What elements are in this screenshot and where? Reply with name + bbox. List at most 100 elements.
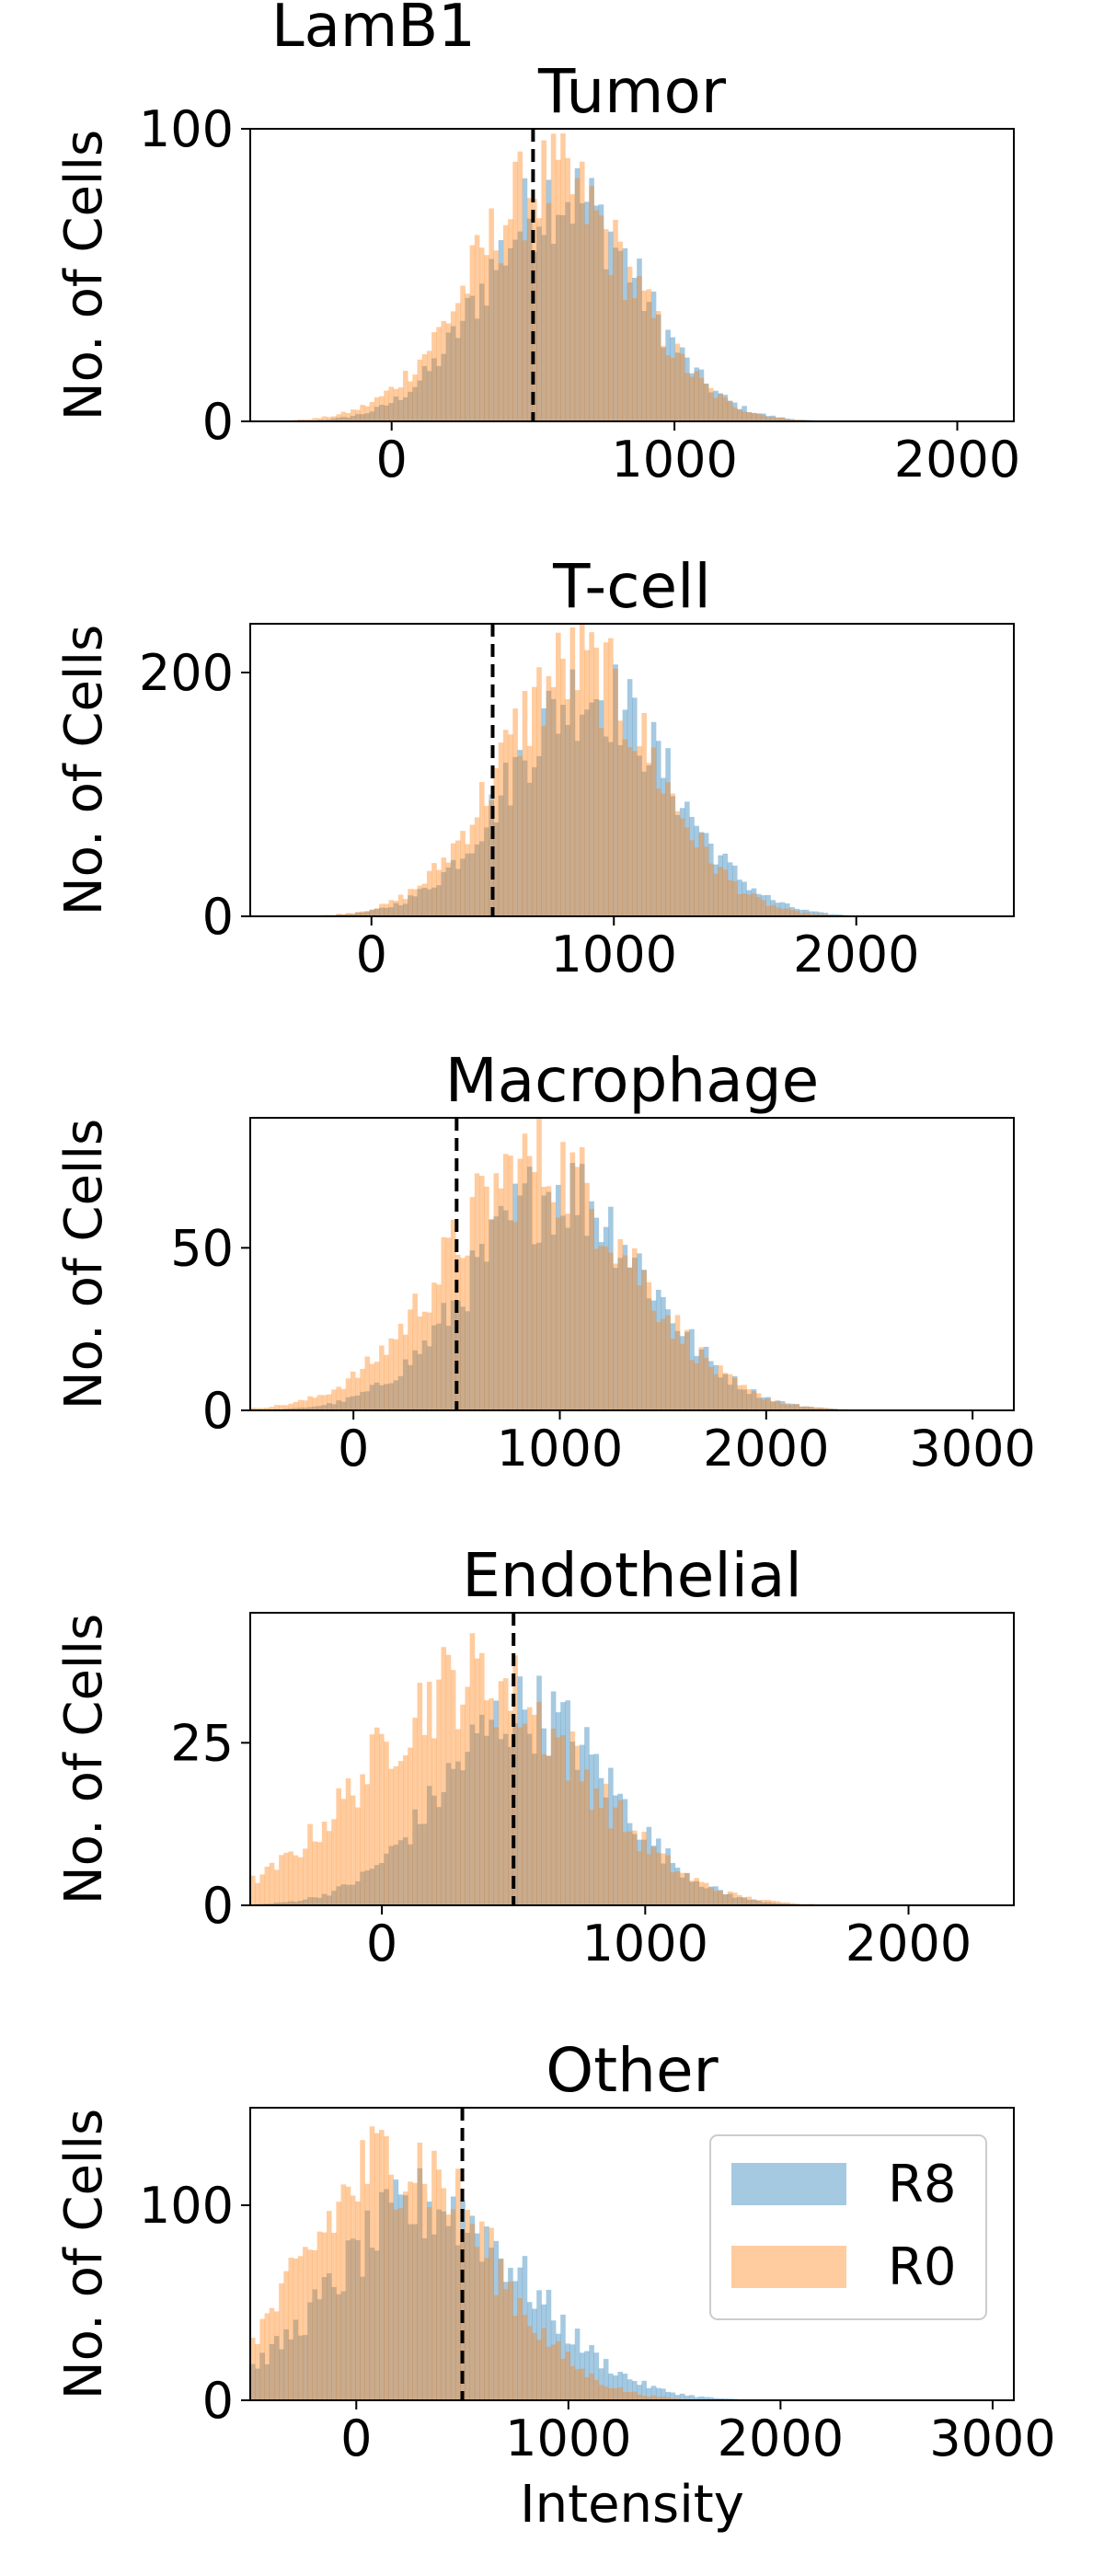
bar [650, 721, 657, 916]
bar [698, 1349, 705, 1410]
bar [655, 1838, 661, 1905]
bar [388, 2174, 395, 2400]
bar [770, 904, 776, 916]
bar [297, 1901, 304, 1905]
bar [574, 2329, 581, 2400]
bar [355, 1377, 361, 1410]
x-tick-label: 1000 [582, 1915, 708, 1972]
bar [718, 1377, 723, 1410]
bar [593, 210, 600, 421]
bar [431, 2234, 437, 2400]
bar [627, 2392, 633, 2400]
bar [350, 1795, 356, 1905]
bar [761, 413, 766, 421]
bar [455, 2245, 461, 2400]
bar [785, 908, 790, 916]
bar [708, 863, 714, 916]
bar [421, 354, 428, 421]
bar [751, 1389, 757, 1410]
bar [584, 1236, 590, 1410]
bar [426, 371, 432, 421]
bar [779, 417, 786, 421]
bar [713, 1364, 719, 1410]
bar [632, 1258, 638, 1410]
bar [327, 1895, 332, 1905]
bar [526, 1167, 533, 1410]
bar [569, 1742, 576, 1905]
bar [799, 1406, 805, 1410]
bar [536, 1675, 542, 1905]
bar [312, 418, 318, 421]
bar [579, 1744, 585, 1905]
bar [589, 1810, 594, 1905]
bar [379, 903, 385, 916]
bar [818, 914, 823, 916]
bar [718, 867, 723, 916]
bar [670, 1872, 676, 1905]
bar [737, 893, 742, 916]
bar [637, 755, 642, 916]
bar [694, 847, 700, 916]
bar [775, 1400, 781, 1410]
bar [646, 302, 652, 421]
bar [708, 1887, 714, 1905]
bar [508, 247, 513, 421]
bar [465, 1255, 471, 1410]
bar [770, 1400, 776, 1410]
bar [450, 1219, 456, 1410]
bar [436, 1807, 442, 1905]
bar [546, 1755, 552, 1905]
bar [608, 1206, 614, 1410]
bar [737, 408, 742, 421]
bar [808, 1407, 814, 1410]
bar [536, 755, 542, 916]
bar [331, 1891, 337, 1905]
bar [502, 2282, 509, 2400]
bar [550, 244, 557, 421]
bar [731, 880, 738, 916]
bar [408, 889, 413, 916]
bar [627, 282, 633, 421]
bar [360, 2140, 365, 2400]
bar [522, 1133, 528, 1410]
bar [679, 347, 685, 421]
bar [508, 1710, 513, 1905]
bar [722, 1894, 729, 1905]
bar [541, 1728, 547, 1905]
bar [479, 247, 485, 421]
bar [674, 2395, 681, 2400]
bar [479, 1244, 485, 1410]
bar [474, 318, 480, 421]
bar [417, 2142, 423, 2400]
bar [694, 1355, 700, 1410]
bar [770, 415, 776, 421]
bar [779, 1401, 786, 1410]
bar [560, 1734, 566, 1905]
bar [560, 1142, 566, 1410]
bar [694, 367, 700, 421]
x-tick-label: 0 [366, 1915, 397, 1972]
bar [598, 215, 604, 421]
bar [279, 1855, 284, 1905]
bar [689, 840, 695, 916]
bar [584, 1182, 590, 1410]
bar [684, 1872, 690, 1905]
bar [632, 697, 638, 916]
bar [718, 855, 723, 916]
bar [727, 880, 733, 916]
bar [565, 1213, 570, 1410]
bar [718, 1890, 723, 1905]
bar [259, 2318, 265, 2400]
bar [785, 1404, 790, 1410]
bar [755, 413, 762, 421]
bar [436, 2169, 442, 2400]
bar [479, 1714, 485, 1905]
y-tick-label: 0 [202, 393, 234, 451]
bar [565, 2352, 570, 2400]
bar [637, 276, 642, 421]
bar [489, 2248, 494, 2400]
bar [637, 1253, 642, 1410]
bar [670, 337, 676, 421]
bar [412, 2182, 418, 2400]
bar [355, 2239, 361, 2400]
